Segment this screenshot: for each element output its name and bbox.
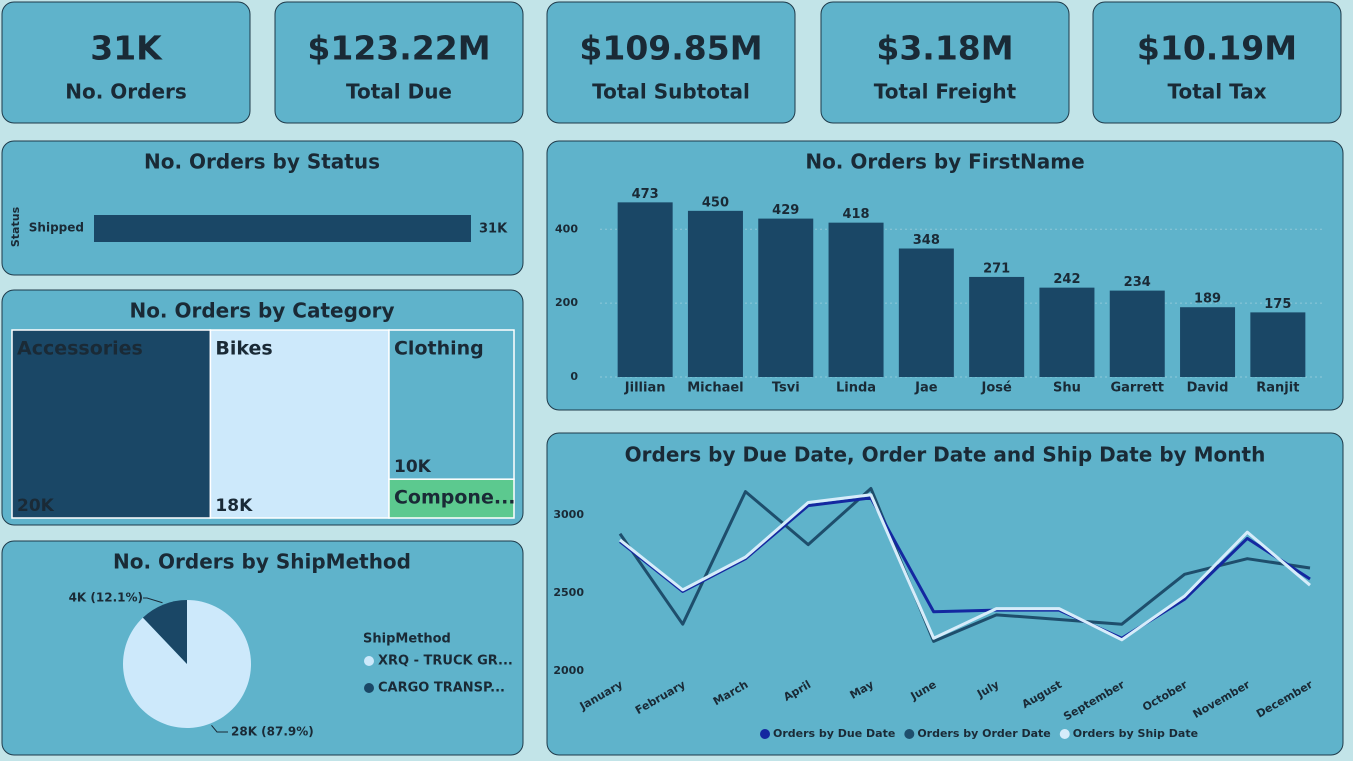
x-tick-label: Shu <box>1053 381 1081 396</box>
kpi-label: Total Due <box>346 80 452 104</box>
kpi-value: $109.85M <box>579 29 762 68</box>
bar <box>1109 290 1165 377</box>
data-label: 429 <box>772 203 799 218</box>
tile-label: Accessories <box>17 338 143 360</box>
y-tick-label: 3000 <box>553 508 584 521</box>
data-label: 450 <box>702 195 729 210</box>
kpi-card <box>274 1 524 124</box>
tile-label: Clothing <box>394 338 484 360</box>
legend-label: Orders by Order Date <box>917 727 1050 740</box>
y-tick-label: 200 <box>555 296 578 309</box>
treemap-tile <box>388 478 515 519</box>
treemap-tile <box>388 329 515 480</box>
data-label: 4K (12.1%) <box>69 591 143 605</box>
bar <box>1250 312 1306 377</box>
data-label: 418 <box>842 207 869 222</box>
tile-value: 18K <box>215 496 253 516</box>
kpi-label: Total Tax <box>1167 80 1266 104</box>
y-tick-label: 2500 <box>553 586 584 599</box>
legend-marker <box>364 683 374 693</box>
legend-marker <box>904 729 915 739</box>
legend-label: CARGO TRANSP... <box>378 681 505 696</box>
card <box>546 432 1344 756</box>
kpi-card <box>546 1 796 124</box>
chart-title: No. Orders by ShipMethod <box>113 550 411 574</box>
bar <box>94 215 471 242</box>
y-tick-label: Shipped <box>29 221 84 235</box>
bar <box>969 276 1025 377</box>
data-label: 242 <box>1053 272 1080 287</box>
y-tick-label: 2000 <box>553 664 584 677</box>
axis-label: Status <box>9 206 22 247</box>
data-label: 28K (87.9%) <box>231 725 314 739</box>
data-label: 271 <box>983 261 1010 276</box>
data-label: 189 <box>1194 292 1221 307</box>
kpi-card <box>820 1 1070 124</box>
line-series <box>619 493 1311 642</box>
chart-title: Orders by Due Date, Order Date and Ship … <box>625 443 1266 467</box>
legend-title: ShipMethod <box>363 632 451 647</box>
tile-value: 10K <box>394 457 432 477</box>
chart-title: No. Orders by Status <box>144 150 380 174</box>
data-label: 348 <box>913 233 940 248</box>
legend-marker <box>1059 729 1070 739</box>
kpi-label: Total Freight <box>874 80 1017 104</box>
pie-slice <box>142 600 187 664</box>
kpi-card <box>1092 1 1342 124</box>
x-tick-label: Ranjit <box>1256 381 1299 396</box>
x-tick-label: Garrett <box>1110 381 1164 396</box>
leader-line <box>211 724 228 733</box>
tile-label: Bikes <box>215 338 272 360</box>
bar <box>758 218 814 377</box>
line-series <box>618 486 1311 643</box>
bar <box>1180 307 1236 377</box>
data-label: 31K <box>479 222 508 237</box>
kpi-value: $10.19M <box>1137 29 1297 68</box>
leader-line <box>143 597 163 604</box>
bar <box>687 210 743 377</box>
legend-marker <box>364 656 374 666</box>
data-label: 175 <box>1264 297 1291 312</box>
kpi-label: Total Subtotal <box>592 80 750 104</box>
x-tick-label: David <box>1187 381 1229 396</box>
x-tick-label: José <box>980 381 1012 396</box>
x-tick-label: Jillian <box>624 381 666 396</box>
y-tick-label: 400 <box>555 222 578 235</box>
kpi-label: No. Orders <box>65 80 187 104</box>
tile-value: 20K <box>17 496 55 516</box>
bar <box>828 222 884 377</box>
legend-label: Orders by Ship Date <box>1073 727 1198 740</box>
legend-label: Orders by Due Date <box>773 727 895 740</box>
legend-label: XRQ - TRUCK GR... <box>378 654 513 669</box>
kpi-value: $3.18M <box>876 29 1013 68</box>
chart-title: No. Orders by FirstName <box>805 150 1084 174</box>
treemap-tile <box>11 329 212 519</box>
kpi-value: 31K <box>90 29 163 68</box>
chart-title: No. Orders by Category <box>129 299 394 323</box>
data-label: 473 <box>632 187 659 202</box>
kpi-value: $123.22M <box>307 29 490 68</box>
bar <box>1039 287 1095 377</box>
tile-label: Compone... <box>394 487 516 509</box>
x-tick-label: Michael <box>687 381 743 396</box>
x-tick-label: Jae <box>914 381 938 396</box>
x-tick-label: Tsvi <box>772 381 800 396</box>
x-tick-label: Linda <box>836 381 876 396</box>
bar <box>898 248 954 377</box>
legend-marker <box>760 729 770 739</box>
kpi-card <box>1 1 251 124</box>
bar <box>617 202 673 377</box>
data-label: 234 <box>1124 275 1151 290</box>
y-tick-label: 0 <box>570 370 578 383</box>
card <box>1 540 524 756</box>
